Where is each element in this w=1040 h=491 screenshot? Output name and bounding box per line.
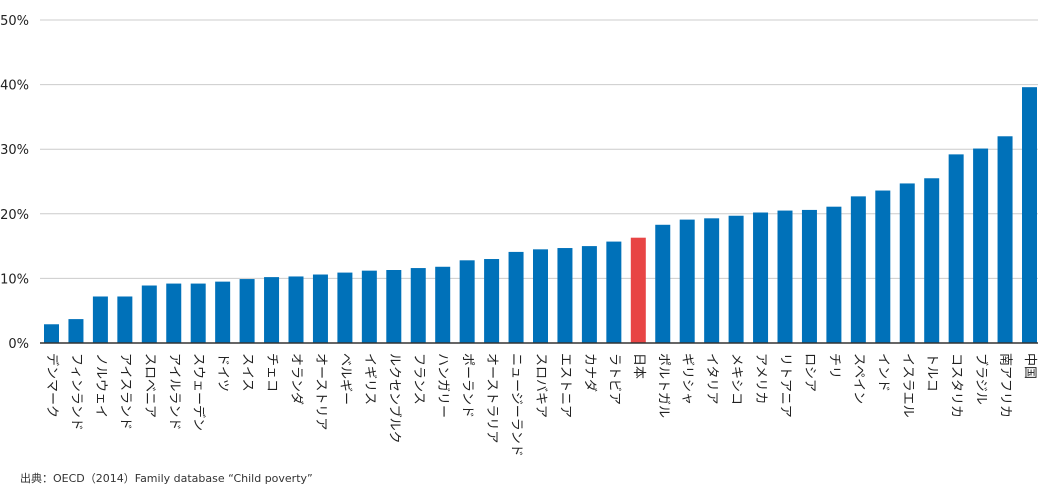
bar <box>606 241 622 343</box>
y-tick-label: 30% <box>0 143 29 158</box>
bar <box>557 248 573 343</box>
bar <box>117 296 133 343</box>
x-tick-label: ポーランド <box>460 353 475 418</box>
bar <box>386 270 402 343</box>
y-tick-label: 50% <box>0 14 29 29</box>
bar <box>924 178 940 343</box>
x-tick-label: ポルトガル <box>655 353 670 418</box>
bar <box>435 266 451 343</box>
bar <box>337 272 353 343</box>
bar <box>141 285 157 343</box>
bar <box>704 218 720 343</box>
bar <box>361 270 377 343</box>
x-tick-label: スウェーデン <box>191 353 207 431</box>
x-tick-label: 日本 <box>631 353 646 379</box>
y-tick-label: 10% <box>0 272 29 287</box>
bar <box>508 251 524 343</box>
x-tick-label: ギリシャ <box>680 353 695 405</box>
bar <box>312 274 328 343</box>
x-tick-label: フィンランド <box>68 353 83 431</box>
bar <box>948 154 964 343</box>
bar <box>801 209 817 343</box>
x-tick-label: 中国 <box>1022 353 1037 379</box>
source-note: 出典：OECD（2014）Family database “Child pove… <box>20 472 313 485</box>
bar <box>484 259 500 343</box>
bar <box>264 277 280 343</box>
bar <box>728 215 744 343</box>
x-tick-label: 南アフリカ <box>998 353 1014 418</box>
x-tick-label: エストニア <box>557 353 572 418</box>
x-tick-label: ブラジル <box>973 353 989 405</box>
bars <box>44 87 1037 344</box>
bar <box>410 268 426 343</box>
x-tick-label: リトアニア <box>778 353 793 418</box>
bar <box>1022 87 1037 344</box>
x-tick-label: デンマーク <box>44 353 60 418</box>
y-tick-label: 0% <box>8 337 29 352</box>
x-tick-label: イスラエル <box>900 353 915 418</box>
x-tick-label: チェコ <box>264 353 279 392</box>
x-tick-label: スペイン <box>851 353 866 404</box>
bar <box>288 276 304 343</box>
x-tick-label: アイルランド <box>166 353 181 430</box>
bar <box>850 196 866 343</box>
x-tick-label: カナダ <box>582 353 597 392</box>
y-tick-label: 40% <box>0 79 29 94</box>
bar <box>166 283 182 343</box>
x-tick-label: アイスランド <box>117 353 132 430</box>
x-tick-label: ベルギー <box>337 353 352 405</box>
bar <box>68 319 84 343</box>
x-tick-label: トルコ <box>924 353 939 392</box>
x-tick-label: オーストラリア <box>484 353 499 443</box>
y-axis-ticks: 0% 10% 20% 30% 40% 50% <box>0 14 29 352</box>
bar <box>459 260 475 343</box>
bar <box>190 283 206 343</box>
x-tick-label: ハンガリー <box>435 353 450 418</box>
x-tick-label: ラトビア <box>606 353 621 405</box>
y-tick-label: 20% <box>0 208 29 223</box>
x-tick-label: オランダ <box>289 353 304 405</box>
bar <box>655 224 671 343</box>
x-tick-label: イギリス <box>362 353 377 405</box>
bar <box>753 212 769 343</box>
x-tick-label: フランス <box>411 353 426 405</box>
bar <box>215 281 231 343</box>
x-tick-label: ロシア <box>802 353 817 392</box>
x-tick-label: ルクセンブルク <box>386 353 402 444</box>
x-tick-label: チリ <box>826 353 841 379</box>
bar <box>997 136 1013 343</box>
x-tick-label: スロバキア <box>533 353 548 418</box>
x-tick-label: スイス <box>240 353 255 392</box>
bar <box>92 296 108 343</box>
x-tick-label: オーストリア <box>313 353 328 430</box>
gridlines <box>40 19 1038 279</box>
x-tick-label: コスタリカ <box>949 353 964 418</box>
x-tick-label: メキシコ <box>729 353 744 405</box>
x-tick-label: ノルウェイ <box>93 353 108 418</box>
bar <box>239 279 255 343</box>
x-axis-labels: デンマーク フィンランド ノルウェイ アイスランド スロベニア アイルランド スウェーデンド… <box>44 353 1037 457</box>
x-tick-label: イタリア <box>704 353 719 404</box>
bar <box>973 148 989 343</box>
x-tick-label: インド <box>875 353 890 392</box>
bar <box>679 219 695 343</box>
bar <box>581 246 597 343</box>
x-tick-label: アメリカ <box>753 353 768 404</box>
bar <box>777 210 793 343</box>
bar <box>826 206 842 343</box>
x-tick-label: スロベニア <box>142 353 157 418</box>
x-tick-label: ドイツ <box>215 353 230 392</box>
x-tick-label: ニュージーランド <box>509 353 524 457</box>
bar <box>875 190 891 343</box>
bar <box>899 183 915 343</box>
bar <box>630 237 646 343</box>
bar <box>533 249 548 343</box>
bar <box>44 324 59 343</box>
